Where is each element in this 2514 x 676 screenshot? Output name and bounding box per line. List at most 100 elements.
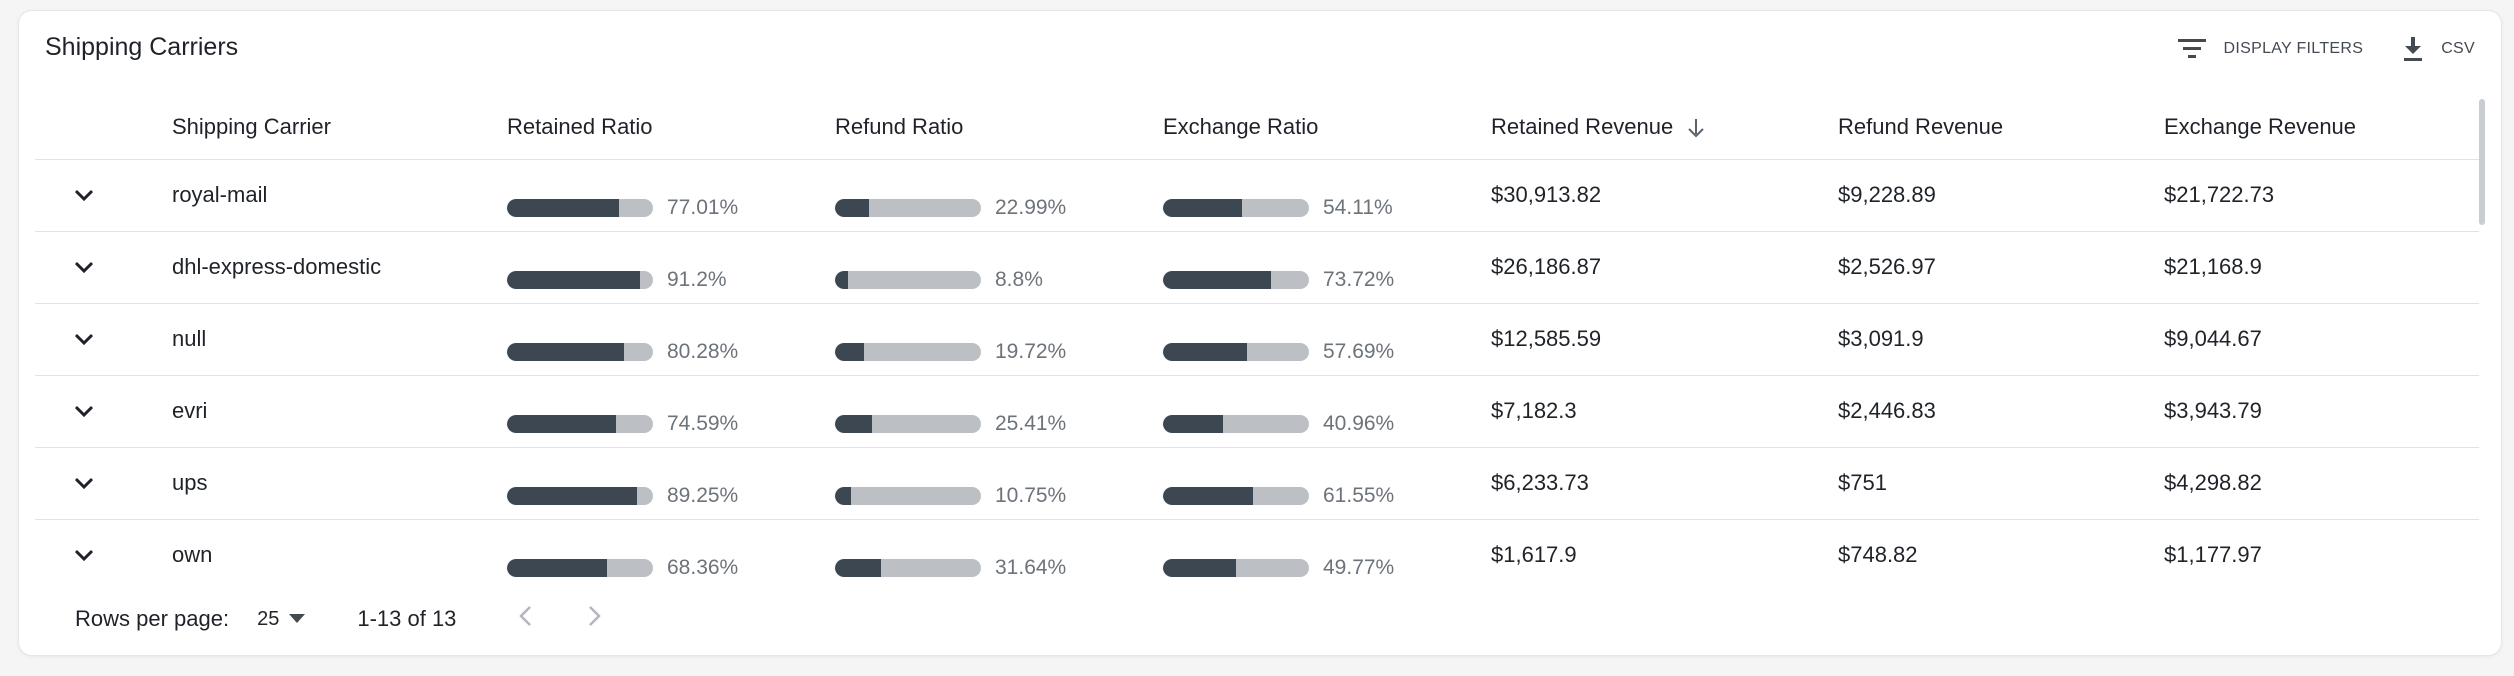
exchange-ratio-value: 73.72% — [1323, 267, 1395, 291]
expand-row-button[interactable] — [73, 542, 95, 568]
previous-page-button[interactable] — [518, 605, 532, 633]
refund-ratio-bar-fill — [835, 270, 848, 289]
expand-row-button[interactable] — [73, 254, 95, 280]
retained-ratio-bar-fill — [507, 558, 607, 577]
expand-row-button[interactable] — [73, 326, 95, 352]
retained-ratio-cell: 68.36% — [507, 519, 835, 585]
refund-revenue-cell: $2,446.83 — [1838, 375, 2164, 448]
rows-per-page-select[interactable]: 25 — [257, 608, 306, 631]
display-filters-button[interactable]: DISPLAY FILTERS — [2177, 38, 2364, 60]
chevron-down-icon — [74, 549, 94, 561]
filter-icon — [2177, 39, 2206, 58]
exchange-revenue-cell: $4,298.82 — [2164, 447, 2479, 520]
refund-ratio-value: 8.8% — [995, 267, 1043, 291]
retained-ratio-bar-fill — [507, 198, 620, 217]
expand-column-header — [35, 95, 172, 160]
column-header-retained-revenue[interactable]: Retained Revenue — [1491, 95, 1838, 160]
retained-ratio-bar-fill — [507, 270, 641, 289]
next-page-button[interactable] — [588, 605, 602, 633]
chevron-left-icon — [519, 606, 532, 626]
retained-ratio-cell: 74.59% — [507, 375, 835, 448]
pager — [518, 605, 602, 633]
retained-ratio-cell: 77.01% — [507, 159, 835, 232]
chevron-down-icon — [74, 333, 94, 345]
retained-ratio-value: 68.36% — [667, 555, 739, 579]
exchange-ratio-bar — [1163, 342, 1309, 361]
column-header-retained-ratio[interactable]: Retained Ratio — [507, 95, 835, 160]
retained-ratio-cell: 80.28% — [507, 303, 835, 376]
refund-revenue-cell: $748.82 — [1838, 519, 2164, 585]
exchange-ratio-bar — [1163, 414, 1309, 433]
retained-ratio-value: 80.28% — [667, 339, 739, 363]
column-header-refund-ratio[interactable]: Refund Ratio — [835, 95, 1163, 160]
retained-revenue-cell: $7,182.3 — [1491, 375, 1838, 448]
refund-ratio-bar-fill — [835, 198, 869, 217]
exchange-ratio-bar-fill — [1163, 270, 1271, 289]
expand-row-button[interactable] — [73, 182, 95, 208]
column-header-exchange-ratio[interactable]: Exchange Ratio — [1163, 95, 1491, 160]
refund-revenue-cell: $3,091.9 — [1838, 303, 2164, 376]
expand-cell — [35, 447, 172, 520]
scrollbar-thumb[interactable] — [2479, 99, 2485, 225]
refund-revenue-cell: $9,228.89 — [1838, 159, 2164, 232]
exchange-revenue-cell: $1,177.97 — [2164, 519, 2479, 585]
table-row[interactable]: ups 89.25% 10.75% 61.55% $6,233.73 $751 $4,298… — [35, 447, 2479, 520]
exchange-ratio-value: 57.69% — [1323, 339, 1395, 363]
chevron-down-icon — [74, 405, 94, 417]
refund-ratio-value: 19.72% — [995, 339, 1067, 363]
retained-ratio-bar-fill — [507, 486, 638, 505]
column-header-exchange-revenue[interactable]: Exchange Revenue — [2164, 95, 2479, 160]
rows-per-page-label: Rows per page: — [75, 606, 230, 631]
exchange-revenue-cell: $21,722.73 — [2164, 159, 2479, 232]
exchange-ratio-value: 49.77% — [1323, 555, 1395, 579]
refund-ratio-bar — [835, 198, 981, 217]
carriers-table-container: Shipping Carrier Retained Ratio Refund R… — [35, 95, 2479, 585]
retained-revenue-cell: $1,617.9 — [1491, 519, 1838, 585]
retained-revenue-header-label: Retained Revenue — [1491, 113, 1674, 139]
refund-ratio-bar-fill — [835, 558, 882, 577]
expand-cell — [35, 375, 172, 448]
column-header-refund-revenue[interactable]: Refund Revenue — [1838, 95, 2164, 160]
column-header-carrier[interactable]: Shipping Carrier — [172, 95, 507, 160]
retained-ratio-bar-fill — [507, 342, 625, 361]
exchange-ratio-cell: 61.55% — [1163, 447, 1491, 520]
table-row[interactable]: royal-mail 77.01% 22.99% 54.11% $30,913.82 $9… — [35, 159, 2479, 232]
exchange-ratio-bar — [1163, 198, 1309, 217]
exchange-revenue-cell: $9,044.67 — [2164, 303, 2479, 376]
table-row[interactable]: null 80.28% 19.72% 57.69% $12,585.59 $3,091.9… — [35, 303, 2479, 376]
table-row[interactable]: evri 74.59% 25.41% 40.96% $7,182.3 $2,446.83 $… — [35, 375, 2479, 448]
retained-ratio-bar — [507, 198, 653, 217]
shipping-carriers-card: Shipping Carriers DISPLAY FILTERS CSV — [18, 10, 2502, 656]
refund-revenue-cell: $751 — [1838, 447, 2164, 520]
refund-ratio-cell: 10.75% — [835, 447, 1163, 520]
exchange-ratio-cell: 40.96% — [1163, 375, 1491, 448]
card-title: Shipping Carriers — [45, 33, 239, 61]
retained-revenue-cell: $6,233.73 — [1491, 447, 1838, 520]
refund-ratio-bar — [835, 270, 981, 289]
refund-ratio-value: 10.75% — [995, 483, 1067, 507]
retained-ratio-bar — [507, 558, 653, 577]
exchange-ratio-value: 61.55% — [1323, 483, 1395, 507]
expand-row-button[interactable] — [73, 470, 95, 496]
refund-ratio-value: 31.64% — [995, 555, 1067, 579]
retained-ratio-value: 89.25% — [667, 483, 739, 507]
table-row[interactable]: dhl-express-domestic 91.2% 8.8% 73.72% $26,1… — [35, 231, 2479, 304]
refund-ratio-cell: 25.41% — [835, 375, 1163, 448]
expand-cell — [35, 159, 172, 232]
exchange-ratio-bar — [1163, 486, 1309, 505]
chevron-down-icon — [74, 261, 94, 273]
csv-download-button[interactable]: CSV — [2403, 37, 2475, 61]
exchange-ratio-cell: 49.77% — [1163, 519, 1491, 585]
retained-ratio-cell: 91.2% — [507, 231, 835, 304]
caret-down-icon — [289, 614, 306, 623]
table-scrollbar[interactable] — [2479, 95, 2487, 585]
table-row[interactable]: own 68.36% 31.64% 49.77% $1,617.9 $748.82 $1,1… — [35, 519, 2479, 585]
carrier-cell: royal-mail — [172, 159, 507, 232]
exchange-ratio-cell: 73.72% — [1163, 231, 1491, 304]
retained-ratio-value: 74.59% — [667, 411, 739, 435]
refund-ratio-value: 22.99% — [995, 195, 1067, 219]
pagination-footer: Rows per page: 25 1-13 of 13 — [75, 605, 602, 633]
expand-cell — [35, 519, 172, 585]
expand-row-button[interactable] — [73, 398, 95, 424]
carrier-cell: dhl-express-domestic — [172, 231, 507, 304]
